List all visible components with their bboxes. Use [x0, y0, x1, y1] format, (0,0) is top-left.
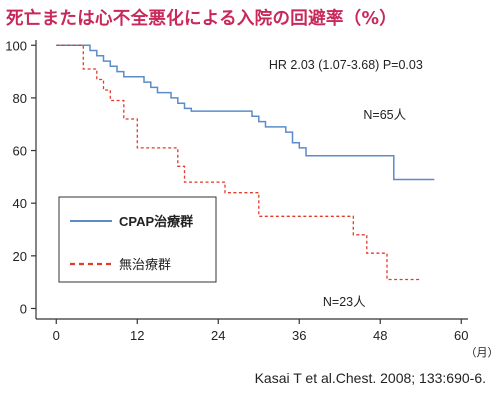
x-tick-label: 12	[130, 328, 144, 343]
series-layer	[56, 44, 435, 281]
y-tick-label: 60	[13, 144, 27, 159]
annotation-3: N=23人	[323, 295, 366, 309]
y-tick-label: 20	[13, 249, 27, 264]
x-axis-unit: （月）	[466, 346, 499, 359]
annotations: HR 2.03 (1.07-3.68) P=0.03 N=65人 N=23人	[269, 58, 423, 309]
legend-label-1: CPAP治療群	[119, 214, 193, 229]
chart-title: 死亡または心不全悪化による入院の回避率（%）	[6, 9, 398, 29]
x-tick-label: 0	[53, 328, 60, 343]
series-line-2	[56, 44, 421, 281]
y-tick-label: 40	[13, 196, 27, 211]
x-tick-label: 60	[454, 328, 468, 343]
axes: 0 20 40 60 80 100 0 12 24 36 48 60 （月）	[5, 38, 498, 359]
legend-box	[58, 196, 217, 283]
y-tick-label: 100	[5, 38, 27, 53]
x-tick-label: 48	[373, 328, 387, 343]
y-tick-label: 0	[20, 301, 27, 316]
x-tick-label: 36	[292, 328, 306, 343]
series-line-1	[56, 44, 435, 181]
y-tick-label: 80	[13, 91, 27, 106]
citation: Kasai T et al.Chest. 2008; 133:690-6.	[254, 370, 486, 386]
annotation-1: HR 2.03 (1.07-3.68) P=0.03	[269, 58, 423, 72]
legend-label-2: 無治療群	[119, 257, 171, 272]
annotation-2: N=65人	[363, 108, 406, 122]
x-tick-label: 24	[211, 328, 225, 343]
